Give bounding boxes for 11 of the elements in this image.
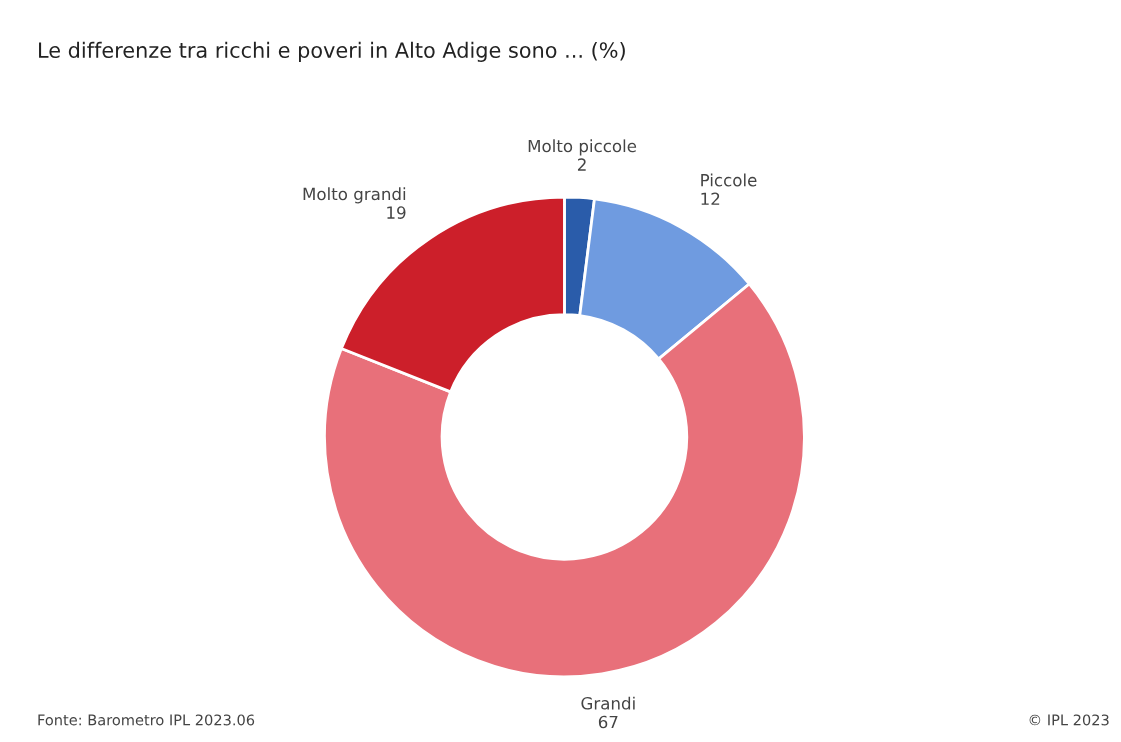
chart-title: Le differenze tra ricchi e poveri in Alto Adige sono ... (%) (39, 41, 625, 63)
data-label: 67 (598, 715, 618, 729)
slice-label: Grandi (581, 696, 635, 710)
data-label: 2 (577, 158, 586, 171)
slice-label: Molto piccole (528, 139, 637, 156)
source-note: Fonte: Barometro IPL 2023.06 (38, 714, 255, 726)
text: © IPL 2023 (1029, 714, 1109, 726)
data-label: 12 (701, 192, 720, 205)
slice-label: Piccole (701, 173, 757, 187)
data-label: 19 (387, 206, 406, 219)
slice-label: Molto grandi (303, 187, 406, 204)
